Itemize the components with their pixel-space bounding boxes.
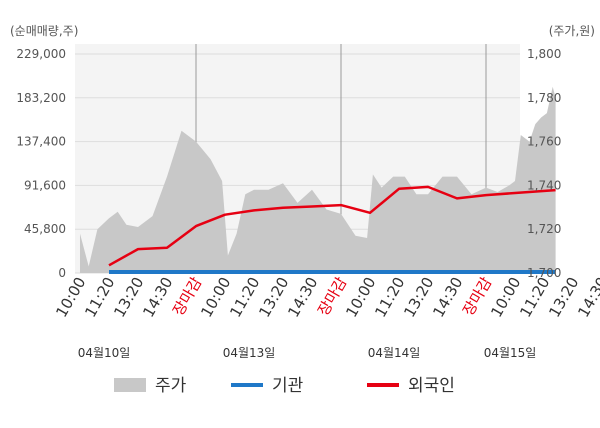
foreign-line	[108, 185, 556, 267]
right-tick-label: 1,740	[527, 178, 561, 192]
right-tick-label: 1,720	[527, 222, 561, 236]
legend-label-foreign: 외국인	[408, 376, 455, 396]
legend-swatch-institution	[231, 383, 263, 387]
price-area	[80, 86, 556, 273]
date-label: 04월15일	[484, 346, 537, 360]
date-label: 04월13일	[223, 346, 276, 360]
left-tick-label: 229,000	[16, 47, 66, 61]
right-axis-ticks: 1,800 1,780 1,760 1,740 1,720 1,700	[527, 47, 561, 280]
left-axis-label: (순매매량,주)	[10, 24, 78, 38]
date-label: 04월14일	[368, 346, 421, 360]
right-axis-label: (주가,원)	[549, 24, 595, 38]
x-tick-label: 14:30	[139, 274, 176, 320]
left-tick-label: 91,600	[24, 178, 66, 192]
left-tick-label: 0	[58, 266, 66, 280]
price-area-series	[80, 86, 556, 273]
legend-swatch-foreign	[367, 383, 399, 387]
legend-swatch-price	[114, 378, 146, 392]
right-tick-label: 1,760	[527, 135, 561, 149]
x-axis-ticks: 10:0011:2013:2014:30장마감10:0011:2013:2014…	[52, 274, 600, 321]
legend-label-institution: 기관	[272, 376, 303, 396]
left-axis-ticks: 229,000 183,200 137,400 91,600 45,800 0	[16, 47, 66, 280]
line-series	[108, 185, 556, 274]
left-tick-label: 137,400	[16, 135, 66, 149]
right-tick-label: 1,800	[527, 47, 561, 61]
left-tick-label: 45,800	[24, 222, 66, 236]
legend: 주가 기관 외국인	[114, 376, 455, 396]
date-labels: 04월10일 04월13일 04월14일 04월15일	[78, 346, 537, 360]
right-tick-label: 1,780	[527, 91, 561, 105]
date-label: 04월10일	[78, 346, 131, 360]
x-tick-label: 14:30	[284, 274, 321, 320]
left-tick-label: 183,200	[16, 91, 66, 105]
legend-label-price: 주가	[155, 376, 187, 396]
right-tick-label: 1,700	[527, 266, 561, 280]
x-tick-label: 14:30	[429, 274, 466, 320]
